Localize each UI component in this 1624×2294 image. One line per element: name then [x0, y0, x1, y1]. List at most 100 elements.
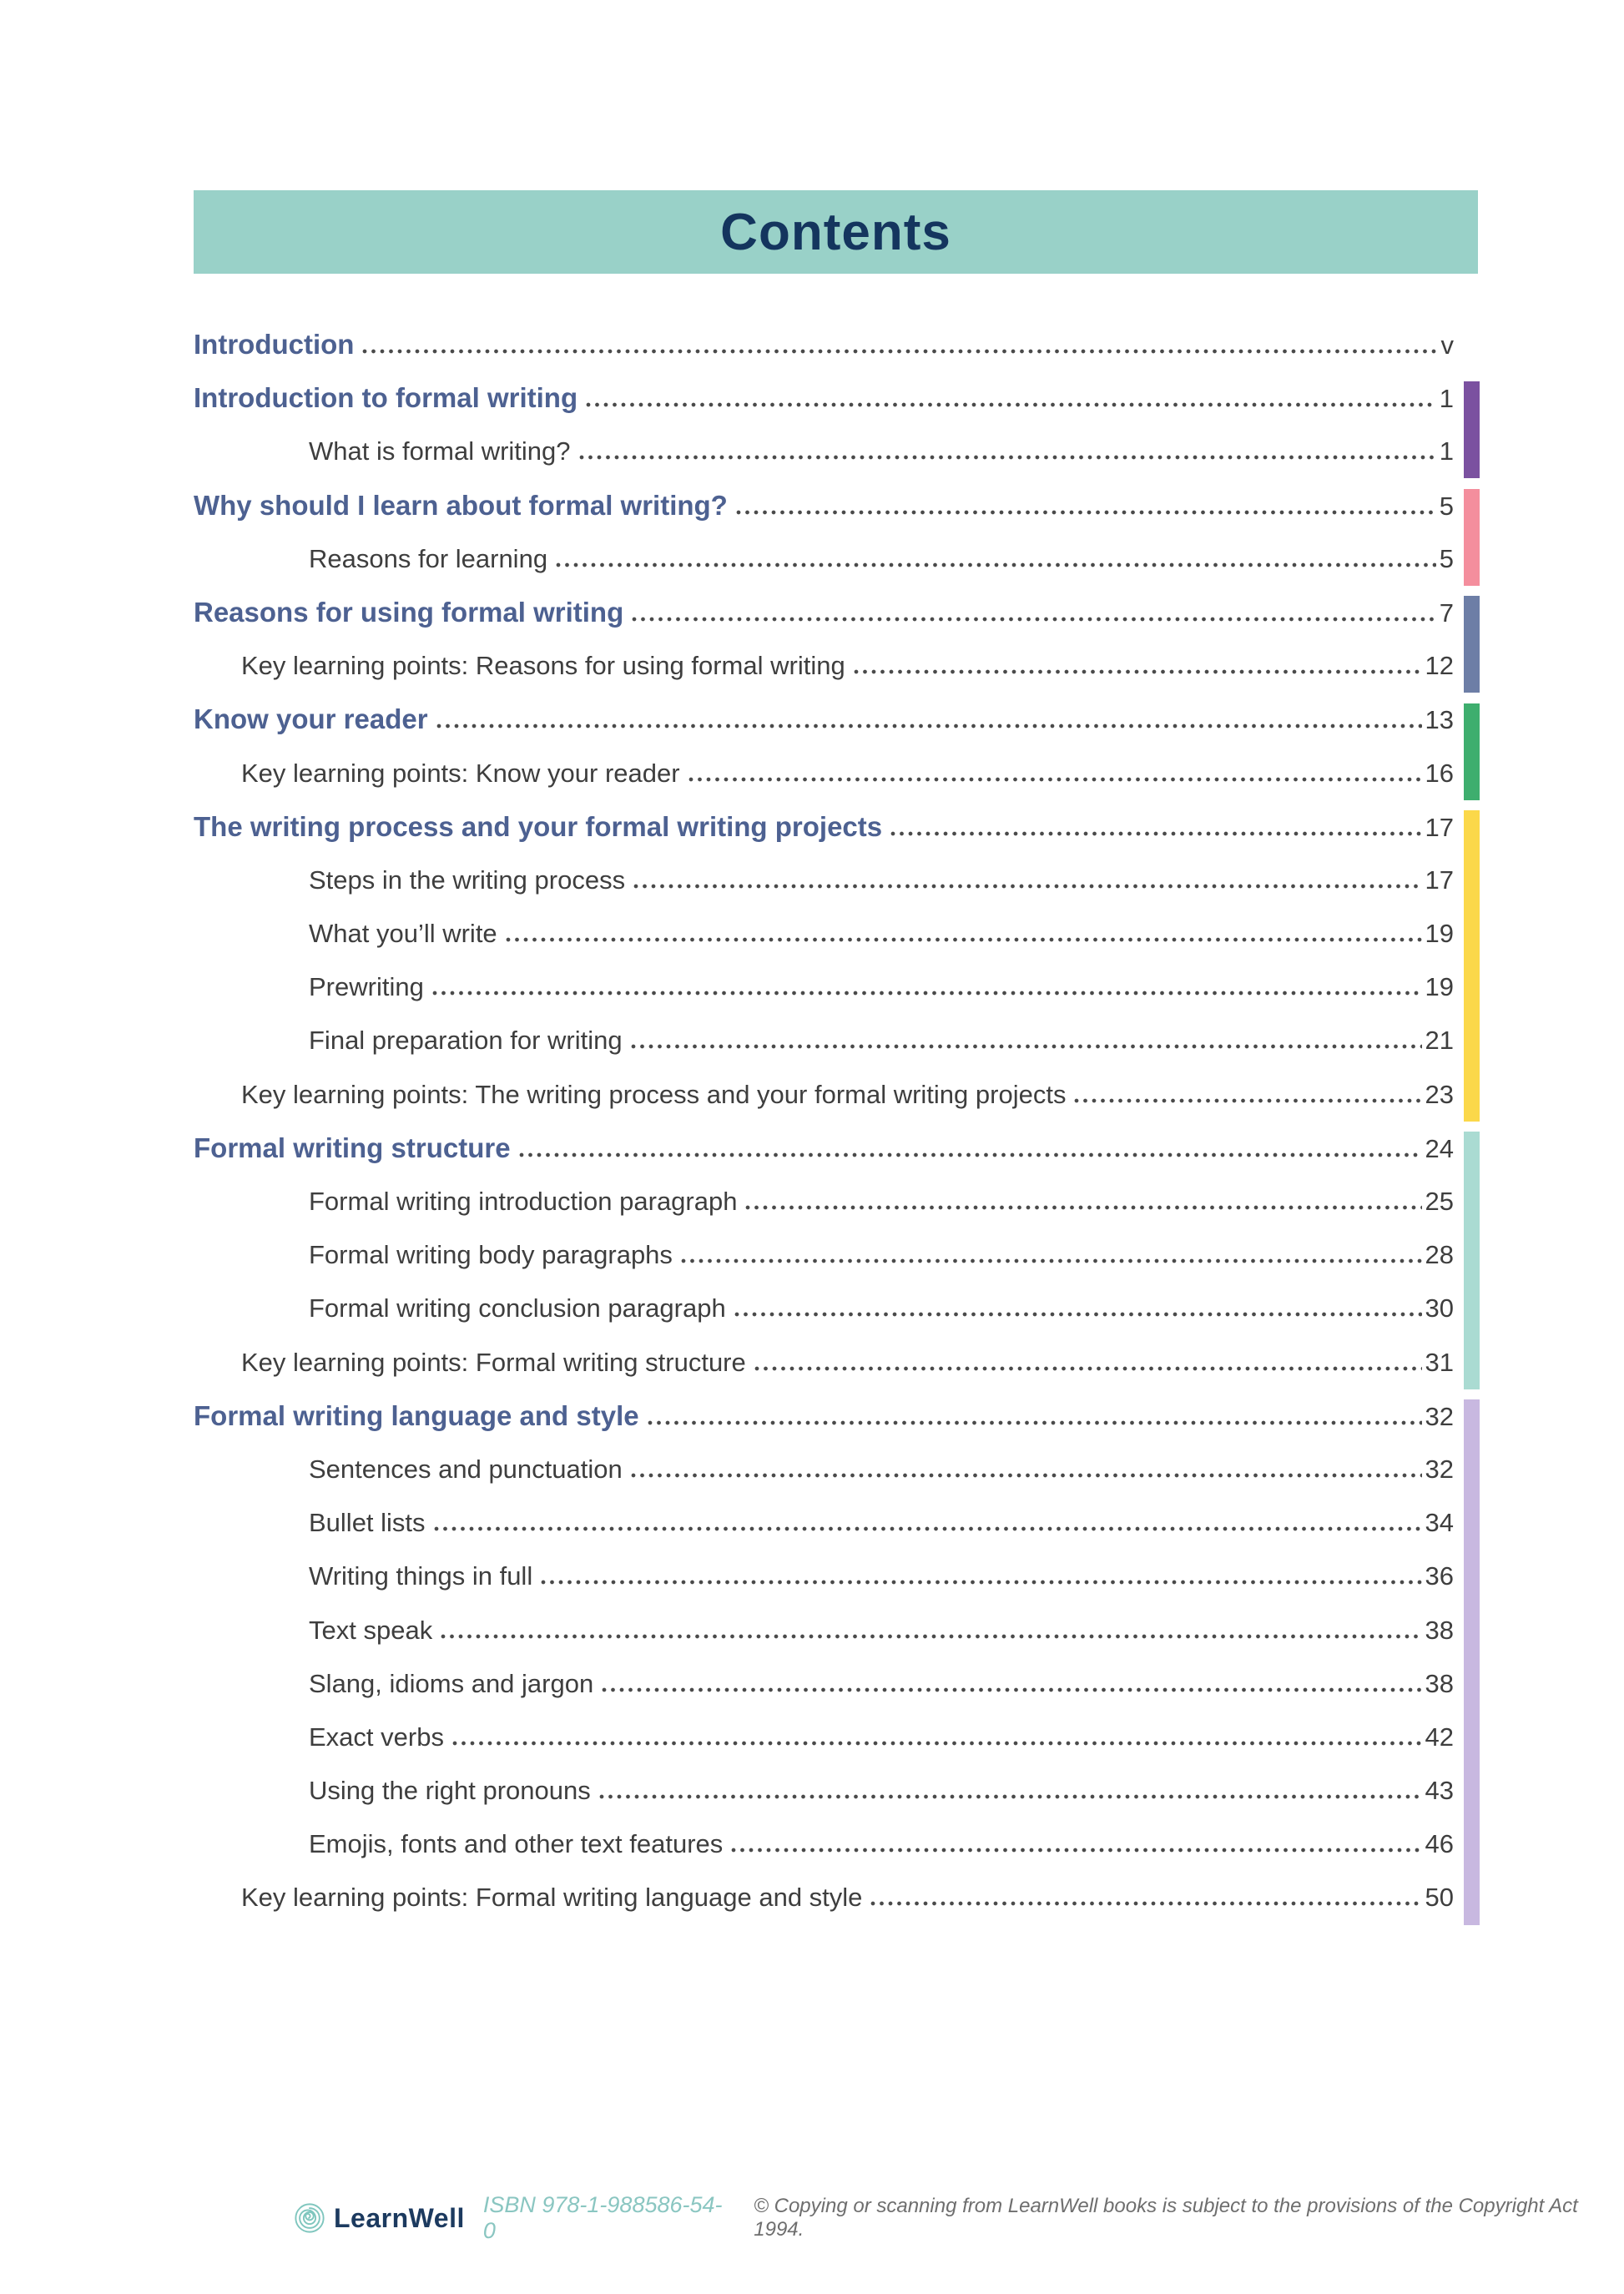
toc-entry-label: Writing things in full	[309, 1561, 533, 1591]
toc-entry: Emojis, fonts and other text features 46	[194, 1818, 1454, 1871]
toc-leader-dots	[431, 991, 1422, 996]
toc-leader-dots	[734, 1312, 1422, 1318]
toc-leader-dots	[735, 509, 1436, 515]
toc-leader-dots	[745, 1205, 1422, 1210]
section-color-bar-introduction-to-formal-writing	[1464, 381, 1480, 479]
footer-brand-name: LearnWell	[334, 2202, 465, 2233]
toc-entry-label: Reasons for learning	[309, 543, 548, 573]
toc-entry: Key learning points: Know your reader 16	[194, 747, 1454, 800]
toc-entry-label: Using the right pronouns	[309, 1776, 591, 1806]
toc-leader-dots	[586, 402, 1436, 408]
toc-entry: Reasons for using formal writing 7	[194, 586, 1454, 639]
toc-entry-label: Reasons for using formal writing	[194, 596, 624, 628]
toc-leader-dots	[890, 830, 1422, 836]
toc-leader-dots	[633, 883, 1422, 889]
toc-entry: Formal writing language and style 32	[194, 1389, 1454, 1443]
toc-leader-dots	[630, 1472, 1422, 1478]
toc-entry-page: 12	[1425, 651, 1454, 681]
toc-entry-label: Formal writing introduction paragraph	[309, 1187, 738, 1216]
toc-entry: The writing process and your formal writ…	[194, 800, 1454, 854]
toc-entry: Using the right pronouns 43	[194, 1764, 1454, 1818]
toc-entry-label: Final preparation for writing	[309, 1026, 623, 1056]
toc-entry-label: Formal writing language and style	[194, 1399, 639, 1431]
toc-entry-page: 38	[1425, 1668, 1454, 1698]
toc-entry: Sentences and punctuation 32	[194, 1443, 1454, 1496]
toc-list: Introduction v Introduction to formal writ…	[194, 318, 1454, 1925]
toc-entry-page: 32	[1425, 1454, 1454, 1484]
toc-entry-page: 31	[1425, 1347, 1454, 1377]
toc-entry: What you’ll write 19	[194, 907, 1454, 960]
toc-entry: Why should I learn about formal writing?…	[194, 479, 1454, 532]
toc-entry-label: Bullet lists	[309, 1508, 426, 1538]
toc-leader-dots	[754, 1365, 1422, 1371]
toc-entry-page: 13	[1425, 705, 1454, 735]
toc-leader-dots	[598, 1794, 1422, 1800]
toc-entry-label: Formal writing conclusion paragraph	[309, 1293, 726, 1323]
toc-entry-page: 7	[1439, 597, 1454, 628]
toc-entry-label: What you’ll write	[309, 919, 497, 949]
toc-entry-label: Exact verbs	[309, 1722, 444, 1752]
toc-leader-dots	[505, 937, 1422, 943]
toc-leader-dots	[518, 1152, 1422, 1157]
toc-leader-dots	[433, 1526, 1422, 1532]
toc-entry-label: Formal writing body paragraphs	[309, 1240, 673, 1270]
toc-leader-dots	[680, 1258, 1422, 1264]
toc-entry-label: Emojis, fonts and other text features	[309, 1829, 724, 1859]
toc-entry: Formal writing conclusion paragraph 30	[194, 1282, 1454, 1335]
toc-entry-page: 32	[1425, 1401, 1454, 1431]
toc-entry-label: Text speak	[309, 1615, 433, 1645]
section-color-bar-formal-writing-language-style	[1464, 1399, 1480, 1925]
toc-entry-label: Key learning points: Know your reader	[241, 758, 680, 788]
toc-leader-dots	[630, 1044, 1422, 1050]
toc-entry: Reasons for learning 5	[194, 532, 1454, 586]
toc-entry-page: 16	[1425, 758, 1454, 788]
footer: LearnWell ISBN 978-1-988586-54-0 © Copyi…	[294, 2192, 1624, 2243]
toc-entry: Key learning points: Reasons for using f…	[194, 639, 1454, 693]
toc-entry-page: 30	[1425, 1293, 1454, 1323]
toc-entry-page: 5	[1439, 543, 1454, 573]
toc-entry-page: 43	[1425, 1776, 1454, 1806]
toc-entry-page: 21	[1425, 1026, 1454, 1056]
toc-entry-page: 17	[1425, 865, 1454, 895]
toc-entry: Introduction to formal writing 1	[194, 371, 1454, 425]
toc-leader-dots	[541, 1580, 1422, 1586]
toc-leader-dots	[731, 1848, 1422, 1853]
toc-entry-label: Slang, idioms and jargon	[309, 1668, 594, 1698]
toc-entry-page: 5	[1439, 491, 1454, 521]
section-color-bar-know-your-reader	[1464, 703, 1480, 800]
toc-leader-dots	[870, 1901, 1422, 1907]
toc-entry-page: 28	[1425, 1240, 1454, 1270]
toc-entry-label: Key learning points: Formal writing stru…	[241, 1347, 746, 1377]
toc-leader-dots	[436, 723, 1422, 729]
toc-entry: Key learning points: The writing process…	[194, 1068, 1454, 1122]
toc-entry-page: 17	[1425, 812, 1454, 842]
toc-entry: Final preparation for writing 21	[194, 1014, 1454, 1067]
toc-entry-page: 1	[1439, 436, 1454, 466]
toc-entry-page: v	[1440, 330, 1455, 360]
toc-entry: Introduction v	[194, 318, 1454, 371]
toc-entry: What is formal writing? 1	[194, 425, 1454, 478]
toc-entry: Formal writing introduction paragraph 25	[194, 1175, 1454, 1228]
toc-leader-dots	[647, 1419, 1422, 1425]
toc-entry: Prewriting 19	[194, 960, 1454, 1014]
toc-entry-label: Introduction	[194, 329, 355, 360]
toc-entry-label: Key learning points: Reasons for using f…	[241, 651, 845, 681]
toc-entry: Key learning points: Formal writing stru…	[194, 1336, 1454, 1389]
toc-leader-dots	[362, 349, 1438, 354]
toc-entry: Formal writing structure 24	[194, 1122, 1454, 1175]
toc-entry-label: The writing process and your formal writ…	[194, 810, 883, 842]
contents-banner: Contents	[194, 190, 1478, 274]
toc-entry: Formal writing body paragraphs 28	[194, 1228, 1454, 1282]
toc-entry-page: 46	[1425, 1829, 1454, 1859]
toc-entry: Know your reader 13	[194, 693, 1454, 746]
toc-entry: Text speak 38	[194, 1604, 1454, 1657]
toc-entry-page: 25	[1425, 1187, 1454, 1216]
toc-leader-dots	[556, 562, 1436, 567]
toc-entry-label: Introduction to formal writing	[194, 382, 578, 414]
toc-leader-dots	[578, 455, 1436, 461]
page-title: Contents	[720, 203, 951, 261]
toc-leader-dots	[853, 669, 1422, 675]
toc-entry-page: 34	[1425, 1508, 1454, 1538]
toc-entry: Writing things in full 36	[194, 1550, 1454, 1603]
